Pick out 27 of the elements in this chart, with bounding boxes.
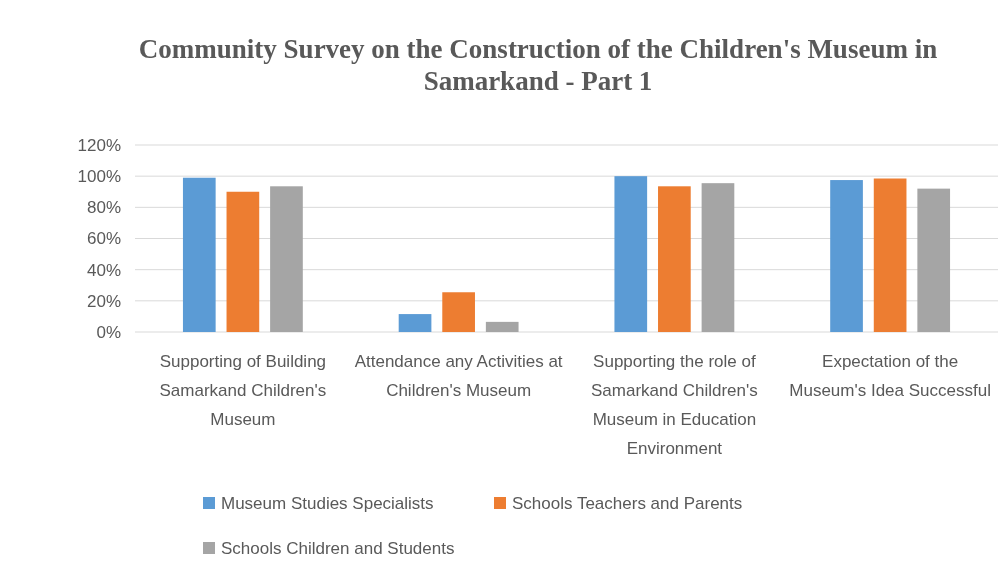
y-tick-label: 100% — [77, 167, 121, 187]
bar — [614, 176, 648, 332]
x-tick-label: Attendance any Activities at Children's Museum — [354, 352, 563, 400]
bar — [182, 177, 216, 332]
y-tick-label: 0% — [96, 322, 121, 342]
legend-label: Schools Teachers and Parents — [512, 493, 743, 513]
bar — [270, 186, 303, 332]
x-tick-label: Expectation of the Museum's Idea Successful — [789, 352, 991, 400]
bar — [830, 180, 863, 332]
bar — [873, 178, 907, 332]
bar — [701, 183, 735, 332]
y-tick-label: 20% — [86, 291, 121, 311]
bar — [485, 321, 519, 332]
bar — [226, 191, 260, 332]
x-tick-label: Supporting the role of Samarkand Children's Museum in Education Environment — [591, 352, 758, 458]
bar — [917, 188, 951, 332]
legend-label: Schools Children and Students — [221, 538, 455, 558]
bar — [398, 314, 432, 332]
x-tick-label: Supporting of Building Samarkand Children's Museum — [159, 352, 327, 429]
bar — [442, 292, 475, 332]
bar — [658, 186, 691, 332]
y-tick-label: 80% — [86, 198, 121, 218]
y-tick-label: 40% — [86, 260, 121, 280]
y-tick-label: 120% — [77, 135, 121, 155]
y-tick-label: 60% — [86, 229, 121, 249]
legend-label: Museum Studies Specialists — [221, 493, 434, 513]
chart-title: Community Survey on the Construction of the Children's Museum in Samarkand - Part 1 — [138, 34, 938, 96]
